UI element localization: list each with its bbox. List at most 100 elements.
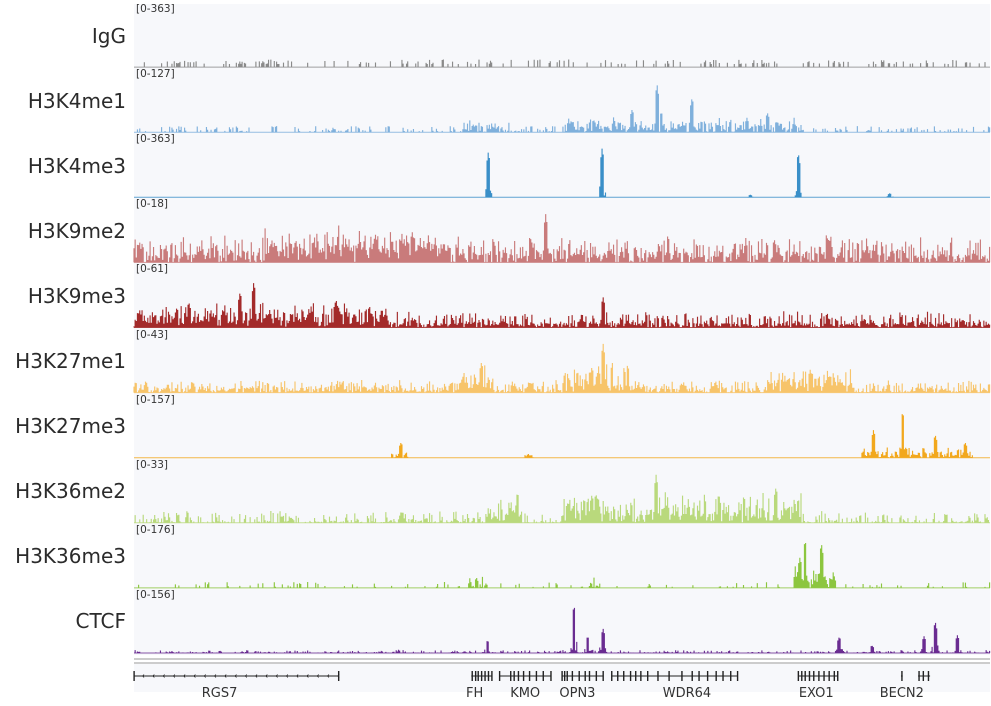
gene-exon	[522, 671, 525, 681]
track-range-label: [0-33]	[136, 458, 169, 471]
strand-arrow	[142, 674, 145, 678]
track-name-h3k27me1: H3K27me1	[15, 349, 126, 374]
gene-label-rgs7: RGS7	[201, 686, 238, 701]
gene-exon	[640, 671, 642, 681]
gene-rgs7[interactable]	[133, 671, 340, 681]
gene-exon	[647, 671, 649, 681]
track-h3k9me2	[133, 199, 991, 265]
strand-arrow	[234, 674, 237, 678]
gene-exon	[629, 671, 632, 681]
track-name-h3k36me2: H3K36me2	[15, 479, 126, 504]
gene-exon	[471, 671, 473, 681]
strand-arrow	[244, 674, 248, 678]
strand-arrow	[183, 674, 186, 678]
track-background	[134, 589, 990, 655]
strand-arrow	[296, 674, 299, 678]
track-name-h3k4me1: H3K4me1	[27, 88, 126, 113]
gene-exon	[736, 671, 739, 681]
track-range-label: [0-363]	[136, 133, 175, 146]
gene-exon	[487, 671, 490, 681]
track-name-h3k4me3: H3K4me3	[27, 153, 126, 178]
strand-arrow	[316, 674, 319, 678]
gene-exon	[804, 671, 806, 681]
track-name-igg: IgG	[91, 23, 126, 48]
gene-exon	[602, 671, 604, 681]
gene-exon	[578, 671, 580, 681]
gene-exon	[528, 671, 531, 681]
track-h3k36me2	[134, 459, 990, 525]
track-background	[134, 69, 990, 135]
gene-wdr64[interactable]	[611, 671, 739, 681]
gene-exon	[918, 671, 920, 681]
gene-exon	[480, 671, 483, 681]
gene-label-opn3: OPN3	[559, 686, 596, 701]
gene-exon	[491, 671, 493, 681]
gene-exon	[706, 671, 709, 681]
gene-exon	[698, 671, 700, 681]
track-name-h3k9me2: H3K9me2	[27, 218, 126, 243]
signal-h3k4me1	[136, 85, 991, 133]
gene-exon	[823, 671, 825, 681]
gene-kmo[interactable]	[498, 671, 552, 681]
gene-exo1[interactable]	[797, 671, 839, 681]
strand-arrow	[337, 674, 340, 678]
gene-exon	[498, 671, 501, 681]
gene-exon	[837, 671, 839, 681]
strand-arrow	[213, 674, 217, 678]
gene-label-becn2: BECN2	[879, 686, 924, 701]
gene-exon	[657, 671, 659, 681]
track-background	[134, 4, 990, 70]
track-h3k27me1	[133, 329, 991, 395]
gene-exon	[635, 671, 637, 681]
track-name-h3k36me3: H3K36me3	[15, 544, 126, 569]
gene-exon	[668, 671, 670, 681]
gene-exon	[797, 671, 800, 681]
signal-h3k9me3	[133, 283, 991, 328]
gene-exon	[571, 671, 574, 681]
track-range-label: [0-176]	[136, 523, 175, 536]
gene-exon	[517, 671, 520, 681]
track-background	[134, 524, 990, 590]
track-range-label: [0-157]	[136, 393, 175, 406]
strand-arrow	[172, 674, 176, 678]
strand-arrow	[152, 674, 155, 678]
gene-exon	[561, 671, 563, 681]
gene-exon	[730, 671, 732, 681]
track-range-label: [0-127]	[136, 68, 175, 81]
gene-unlabeled-7[interactable]	[918, 671, 931, 681]
track-name-h3k9me3: H3K9me3	[27, 283, 126, 308]
gene-opn3[interactable]	[561, 671, 604, 681]
gene-fh[interactable]	[471, 671, 493, 681]
gene-exon	[833, 671, 836, 681]
gene-exon	[927, 671, 930, 681]
track-igg	[134, 4, 990, 70]
track-name-ctcf: CTCF	[75, 609, 126, 634]
gene-exon	[584, 671, 586, 681]
strand-arrow	[224, 674, 227, 678]
track-range-label: [0-156]	[136, 588, 175, 601]
gene-exon	[563, 671, 566, 681]
gene-exon	[617, 671, 619, 681]
gene-label-kmo: KMO	[510, 686, 541, 701]
gene-exon	[715, 671, 717, 681]
signal-igg	[143, 59, 986, 68]
strand-arrow	[285, 674, 289, 678]
track-range-label: [0-363]	[136, 3, 175, 15]
gene-exon	[510, 671, 512, 681]
gene-exon	[484, 671, 486, 681]
gene-becn2[interactable]	[900, 671, 903, 681]
gene-exon	[337, 671, 340, 681]
signal-h3k27me1	[133, 343, 991, 393]
strand-arrow	[193, 674, 196, 678]
gene-exon	[550, 671, 552, 681]
strand-arrow	[203, 674, 206, 678]
gene-exon	[595, 671, 598, 681]
track-h3k4me1	[134, 69, 991, 135]
track-background	[134, 394, 990, 460]
gene-exon	[611, 671, 613, 681]
track-h3k27me3	[134, 394, 990, 460]
track-h3k9me3	[133, 264, 991, 330]
gene-exon	[801, 671, 803, 681]
